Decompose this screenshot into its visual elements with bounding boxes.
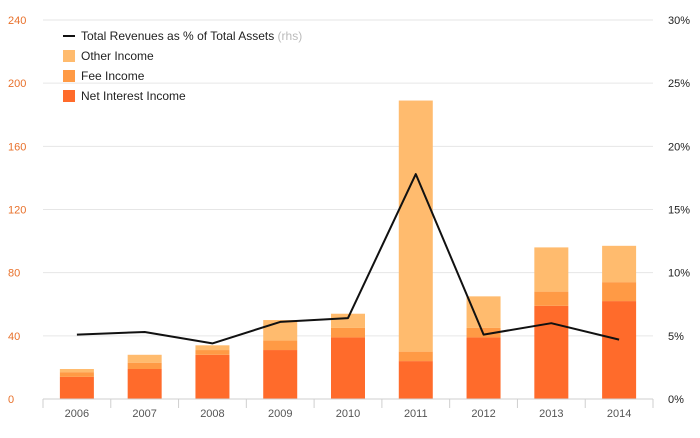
x-tick-label: 2012: [471, 408, 495, 420]
legend-label-total-revenues-as-of-total-assets: Total Revenues as % of Total Assets (rhs…: [81, 29, 302, 43]
bar-fee-income: [195, 350, 230, 355]
bar-net-interest-income: [59, 376, 94, 399]
left-tick-label: 80: [8, 268, 20, 280]
legend-swatch-net-interest-income: [63, 90, 75, 102]
axis-layer: 0 40 80 120 160 200 240 0% 5% 10% 15% 20% 25% 30% 2006…: [8, 15, 690, 420]
left-tick-label: 40: [8, 331, 20, 343]
right-tick-label: 25%: [668, 78, 690, 90]
right-tick-label: 10%: [668, 268, 690, 280]
bar-layer: [59, 100, 637, 399]
x-tick-label: 2009: [268, 408, 292, 420]
right-tick-label: 30%: [668, 15, 690, 27]
line-total-revenues-as-of-total-assets: [76, 173, 620, 345]
bar-other-income: [398, 100, 433, 352]
bar-other-income: [602, 245, 637, 283]
bar-net-interest-income: [466, 337, 501, 399]
bar-other-income: [263, 320, 298, 341]
bar-fee-income: [59, 372, 94, 377]
bar-net-interest-income: [127, 368, 162, 399]
bar-fee-income: [263, 340, 298, 351]
legend-label-net-interest-income: Net Interest Income: [81, 89, 186, 103]
x-tick-label: 2014: [607, 408, 631, 420]
bar-fee-income: [398, 351, 433, 362]
bar-other-income: [195, 345, 230, 351]
bar-net-interest-income: [331, 337, 365, 399]
legend-swatch-fee-income: [63, 70, 75, 82]
legend-swatch-total-revenues-as-of-total-assets: [63, 35, 75, 37]
right-tick-label: 20%: [668, 141, 690, 153]
bar-other-income: [331, 313, 365, 328]
left-tick-label: 120: [8, 205, 26, 217]
legend-label-other-income: Other Income: [81, 49, 154, 63]
legend-label-fee-income: Fee Income: [81, 69, 145, 83]
legend-swatch-other-income: [63, 50, 75, 62]
right-tick-label: 0%: [668, 394, 684, 406]
left-tick-label: 200: [8, 78, 26, 90]
right-tick-label: 5%: [668, 331, 684, 343]
bar-other-income: [534, 247, 569, 292]
left-tick-label: 0: [8, 394, 14, 406]
x-tick-label: 2006: [65, 408, 89, 420]
bar-net-interest-income: [602, 301, 637, 399]
bar-net-interest-income: [398, 361, 433, 399]
left-tick-label: 240: [8, 15, 26, 27]
bar-other-income: [466, 296, 501, 328]
left-tick-label: 160: [8, 141, 26, 153]
legend: Total Revenues as % of Total Assets (rhs…: [63, 29, 302, 103]
bar-net-interest-income: [534, 305, 569, 399]
bar-other-income: [59, 368, 94, 373]
legend-label-suffix: (rhs): [274, 29, 302, 43]
x-tick-label: 2013: [539, 408, 563, 420]
bar-other-income: [127, 354, 162, 363]
x-tick-label: 2011: [404, 408, 428, 420]
x-tick-label: 2007: [132, 408, 156, 420]
line-layer: [76, 173, 620, 345]
bar-net-interest-income: [195, 354, 230, 399]
bar-fee-income: [331, 327, 365, 338]
bar-fee-income: [127, 362, 162, 369]
bar-fee-income: [602, 282, 637, 302]
right-tick-label: 15%: [668, 205, 690, 217]
x-tick-label: 2008: [200, 408, 224, 420]
x-tick-label: 2010: [336, 408, 360, 420]
bar-net-interest-income: [263, 350, 298, 399]
bar-fee-income: [534, 291, 569, 306]
